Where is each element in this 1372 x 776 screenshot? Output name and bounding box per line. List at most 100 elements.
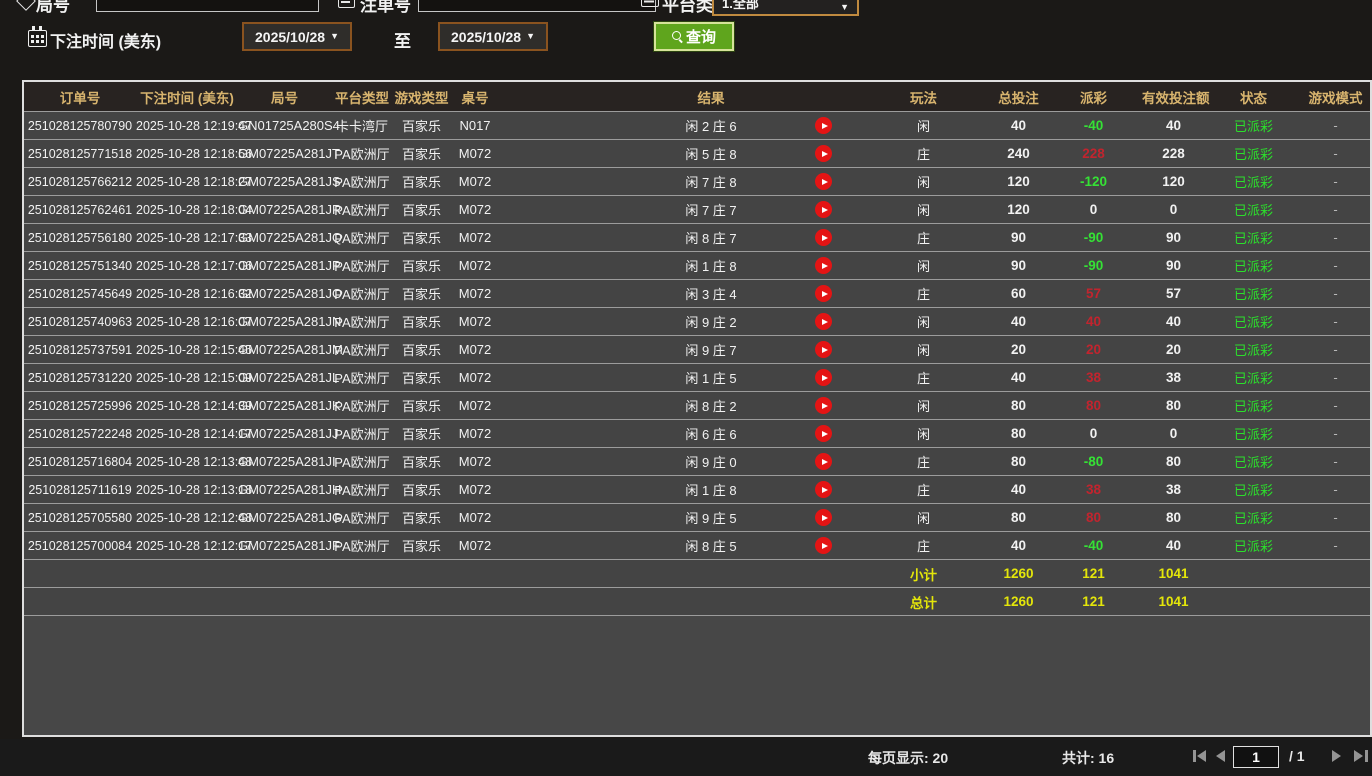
play-triangle-icon: [821, 234, 828, 241]
table-row: 251028125771518 2025-10-28 12:18:56 GM0722…: [24, 139, 1370, 168]
play-triangle-icon: [821, 458, 828, 465]
cell-method: 闲: [856, 307, 991, 336]
first-page-icon[interactable]: [1193, 750, 1196, 762]
cell-play: [791, 111, 856, 140]
cell-spacer: [500, 503, 631, 532]
cell-order: 251028125740963: [24, 307, 136, 336]
cell-result: 闲 8 庄 5: [631, 531, 791, 560]
cell-spacer: [500, 363, 631, 392]
cell-mode: -: [1301, 419, 1370, 448]
cell-order: 251028125731220: [24, 363, 136, 392]
cell-mode: -: [1301, 475, 1370, 504]
search-icon: [671, 31, 683, 42]
first-page-button[interactable]: [1197, 750, 1206, 762]
cell-order: 251028125766212: [24, 167, 136, 196]
cell-method: 闲: [856, 391, 991, 420]
subtotal-cell-mode: [1301, 559, 1370, 588]
cell-round: GM07225A281JO: [238, 279, 342, 308]
cell-valid: 40: [1141, 531, 1206, 560]
header-cell-game: 游戏类型: [393, 82, 450, 112]
cell-table_no: M072: [450, 167, 500, 196]
cell-game: 百家乐: [393, 447, 450, 476]
replay-play-icon[interactable]: [815, 201, 832, 219]
cell-payout: 57: [1046, 279, 1141, 308]
cell-time: 2025-10-28 12:12:17: [136, 531, 252, 560]
cell-spacer: [500, 335, 631, 364]
replay-play-icon[interactable]: [815, 117, 832, 135]
round-number-input[interactable]: [96, 0, 319, 12]
cell-table_no: M072: [450, 335, 500, 364]
table-row: 251028125716804 2025-10-28 12:13:48 GM0722…: [24, 447, 1370, 476]
date-to-select[interactable]: 2025/10/28 ▼: [438, 22, 548, 51]
cell-valid: 40: [1141, 307, 1206, 336]
cell-total: 20: [991, 335, 1046, 364]
play-triangle-icon: [821, 402, 828, 409]
cell-table_no: M072: [450, 503, 500, 532]
cell-status: 已派彩: [1206, 251, 1301, 280]
table-row: 251028125740963 2025-10-28 12:16:07 GM0722…: [24, 307, 1370, 336]
cell-result: 闲 1 庄 8: [631, 251, 791, 280]
replay-play-icon[interactable]: [815, 229, 832, 247]
header-cell-method: 玩法: [856, 82, 991, 112]
query-button[interactable]: 查询: [654, 22, 734, 51]
cell-time: 2025-10-28 12:14:17: [136, 419, 252, 448]
cell-method: 庄: [856, 223, 991, 252]
cell-payout: 38: [1046, 363, 1141, 392]
cell-valid: 80: [1141, 447, 1206, 476]
cell-method: 庄: [856, 139, 991, 168]
cell-platform: PA欧洲厅: [331, 503, 393, 532]
cell-result: 闲 8 庄 7: [631, 223, 791, 252]
replay-play-icon[interactable]: [815, 313, 832, 331]
next-page-button[interactable]: [1332, 750, 1341, 762]
table-row: 251028125700084 2025-10-28 12:12:17 GM0722…: [24, 531, 1370, 560]
cell-time: 2025-10-28 12:18:56: [136, 139, 252, 168]
cell-round: GM07225A281JF: [238, 531, 340, 560]
play-triangle-icon: [821, 346, 828, 353]
replay-play-icon[interactable]: [815, 481, 832, 499]
cell-order: 251028125716804: [24, 447, 136, 476]
cell-mode: -: [1301, 307, 1370, 336]
prev-page-button[interactable]: [1216, 750, 1225, 762]
page-number-input[interactable]: [1233, 746, 1279, 768]
cell-result: 闲 1 庄 5: [631, 363, 791, 392]
cell-payout: 20: [1046, 335, 1141, 364]
cell-order: 251028125711619: [24, 475, 136, 504]
replay-play-icon[interactable]: [815, 537, 832, 555]
grand-total-cell-result: [631, 587, 791, 616]
cell-platform: PA欧洲厅: [331, 475, 393, 504]
order-number-input[interactable]: [418, 0, 656, 12]
replay-play-icon[interactable]: [815, 257, 832, 275]
replay-play-icon[interactable]: [815, 453, 832, 471]
cell-table_no: M072: [450, 251, 500, 280]
cell-method: 闲: [856, 195, 991, 224]
cell-method: 庄: [856, 447, 991, 476]
last-page-button[interactable]: [1354, 750, 1363, 762]
replay-play-icon[interactable]: [815, 341, 832, 359]
cell-total: 80: [991, 503, 1046, 532]
table-row: 251028125722248 2025-10-28 12:14:17 GM0722…: [24, 419, 1370, 448]
platform-select[interactable]: 1.全部 ▼: [712, 0, 859, 16]
replay-play-icon[interactable]: [815, 509, 832, 527]
cell-valid: 120: [1141, 167, 1206, 196]
cell-order: 251028125771518: [24, 139, 136, 168]
cell-play: [791, 335, 856, 364]
replay-play-icon[interactable]: [815, 145, 832, 163]
header-cell-empty: [791, 82, 856, 112]
date-from-select[interactable]: 2025/10/28 ▼: [242, 22, 352, 51]
replay-play-icon[interactable]: [815, 425, 832, 443]
replay-play-icon[interactable]: [815, 397, 832, 415]
replay-play-icon[interactable]: [815, 369, 832, 387]
table-row: 251028125780790 2025-10-28 12:19:47 GN0172…: [24, 111, 1370, 140]
cell-game: 百家乐: [393, 251, 450, 280]
grand-total-cell-spacer: [500, 587, 631, 616]
cell-total: 60: [991, 279, 1046, 308]
table-row: 251028125731220 2025-10-28 12:15:09 GM0722…: [24, 363, 1370, 392]
replay-play-icon[interactable]: [815, 173, 832, 191]
cell-mode: -: [1301, 251, 1370, 280]
cell-round: GM07225A281JQ: [238, 223, 342, 252]
total-count-label: 共计: 16: [1062, 750, 1115, 766]
cell-platform: PA欧洲厅: [331, 363, 393, 392]
replay-play-icon[interactable]: [815, 285, 832, 303]
last-page-icon[interactable]: [1365, 750, 1368, 762]
cell-valid: 38: [1141, 475, 1206, 504]
